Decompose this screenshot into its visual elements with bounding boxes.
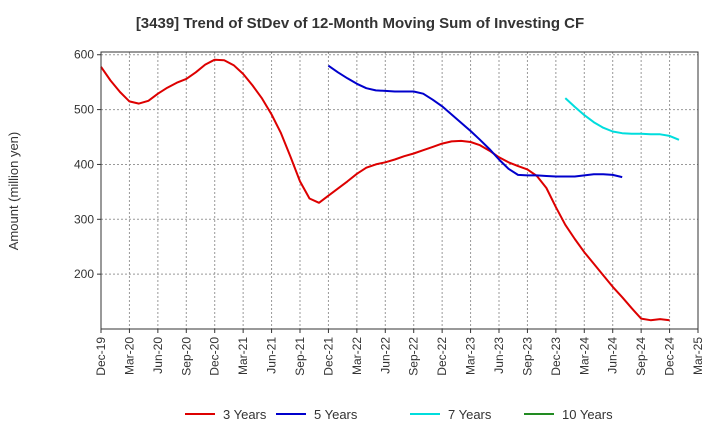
x-tick-label: Jun-22: [378, 337, 392, 374]
x-tick-label: Dec-22: [435, 337, 449, 376]
x-tick-label: Sep-20: [179, 337, 193, 376]
x-axis-ticks: Dec-19 Mar-20 Jun-20 Sep-20 Dec-20 Mar-21 Jun-…: [94, 329, 705, 376]
x-tick-label: Dec-20: [208, 337, 222, 376]
y-tick-label: 300: [74, 212, 94, 226]
x-tick-label: Mar-20: [122, 337, 136, 375]
series-line-7-years: [564, 97, 680, 141]
y-tick-label: 200: [74, 267, 94, 281]
legend-label-7-years: 7 Years: [448, 407, 492, 422]
x-tick-label: Sep-24: [634, 337, 648, 376]
x-tick-label: Dec-21: [321, 337, 335, 376]
chart-title: [3439] Trend of StDev of 12-Month Moving…: [135, 15, 585, 32]
y-tick-label: 500: [74, 103, 94, 117]
x-tick-label: Mar-22: [350, 337, 364, 375]
plot-border: [100, 51, 699, 330]
y-axis-ticks: 200 300 400 500 600: [74, 48, 101, 281]
x-tick-label: Sep-21: [293, 337, 307, 376]
legend: 3 Years 5 Years 7 Years 10 Years: [185, 407, 613, 422]
y-tick-label: 600: [74, 48, 94, 62]
series-line-3-years: [100, 58, 670, 322]
x-tick-label: Dec-23: [549, 337, 563, 376]
x-tick-label: Mar-24: [577, 337, 591, 375]
x-tick-label: Jun-24: [606, 337, 620, 374]
plot-area: [101, 52, 698, 329]
legend-label-5-years: 5 Years: [314, 407, 358, 422]
series-lines: [100, 58, 680, 322]
grid-lines: [100, 52, 699, 329]
x-tick-label: Jun-20: [151, 337, 165, 374]
x-tick-label: Dec-19: [94, 337, 108, 376]
x-tick-label: Dec-24: [663, 337, 677, 376]
x-tick-label: Jun-21: [265, 337, 279, 374]
y-tick-label: 400: [74, 157, 94, 171]
x-tick-label: Sep-23: [520, 337, 534, 376]
x-tick-label: Jun-23: [492, 337, 506, 374]
x-tick-label: Mar-25: [691, 337, 705, 375]
x-tick-label: Mar-21: [236, 337, 250, 375]
x-tick-label: Mar-23: [464, 337, 478, 375]
series-line-5-years: [327, 64, 623, 179]
legend-label-10-years: 10 Years: [562, 407, 613, 422]
x-tick-label: Sep-22: [407, 337, 421, 376]
y-axis-title: Amount (million yen): [6, 132, 21, 251]
legend-label-3-years: 3 Years: [223, 407, 267, 422]
